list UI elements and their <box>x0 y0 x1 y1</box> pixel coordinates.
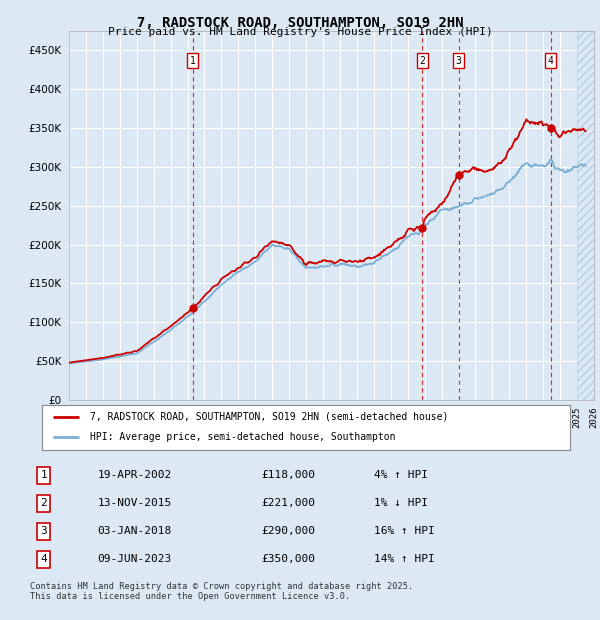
Text: £350,000: £350,000 <box>261 554 315 564</box>
Bar <box>577 31 594 400</box>
Text: 14% ↑ HPI: 14% ↑ HPI <box>374 554 434 564</box>
Text: 3: 3 <box>456 56 461 66</box>
Text: Contains HM Land Registry data © Crown copyright and database right 2025.
This d: Contains HM Land Registry data © Crown c… <box>30 582 413 601</box>
Text: 16% ↑ HPI: 16% ↑ HPI <box>374 526 434 536</box>
Text: 13-NOV-2015: 13-NOV-2015 <box>97 498 172 508</box>
Text: Price paid vs. HM Land Registry's House Price Index (HPI): Price paid vs. HM Land Registry's House … <box>107 27 493 37</box>
Text: 7, RADSTOCK ROAD, SOUTHAMPTON, SO19 2HN (semi-detached house): 7, RADSTOCK ROAD, SOUTHAMPTON, SO19 2HN … <box>89 412 448 422</box>
Text: 1% ↓ HPI: 1% ↓ HPI <box>374 498 428 508</box>
Bar <box>577 31 594 400</box>
Text: 4% ↑ HPI: 4% ↑ HPI <box>374 471 428 480</box>
Text: 3: 3 <box>40 526 47 536</box>
Text: HPI: Average price, semi-detached house, Southampton: HPI: Average price, semi-detached house,… <box>89 432 395 443</box>
Text: 2: 2 <box>419 56 425 66</box>
Text: 7, RADSTOCK ROAD, SOUTHAMPTON, SO19 2HN: 7, RADSTOCK ROAD, SOUTHAMPTON, SO19 2HN <box>137 16 463 30</box>
Text: 09-JUN-2023: 09-JUN-2023 <box>97 554 172 564</box>
Text: 19-APR-2002: 19-APR-2002 <box>97 471 172 480</box>
Text: 2: 2 <box>40 498 47 508</box>
Text: 1: 1 <box>190 56 196 66</box>
Text: 4: 4 <box>548 56 554 66</box>
Text: £221,000: £221,000 <box>261 498 315 508</box>
Text: £118,000: £118,000 <box>261 471 315 480</box>
Text: 1: 1 <box>40 471 47 480</box>
Text: 4: 4 <box>40 554 47 564</box>
Text: £290,000: £290,000 <box>261 526 315 536</box>
Text: 03-JAN-2018: 03-JAN-2018 <box>97 526 172 536</box>
